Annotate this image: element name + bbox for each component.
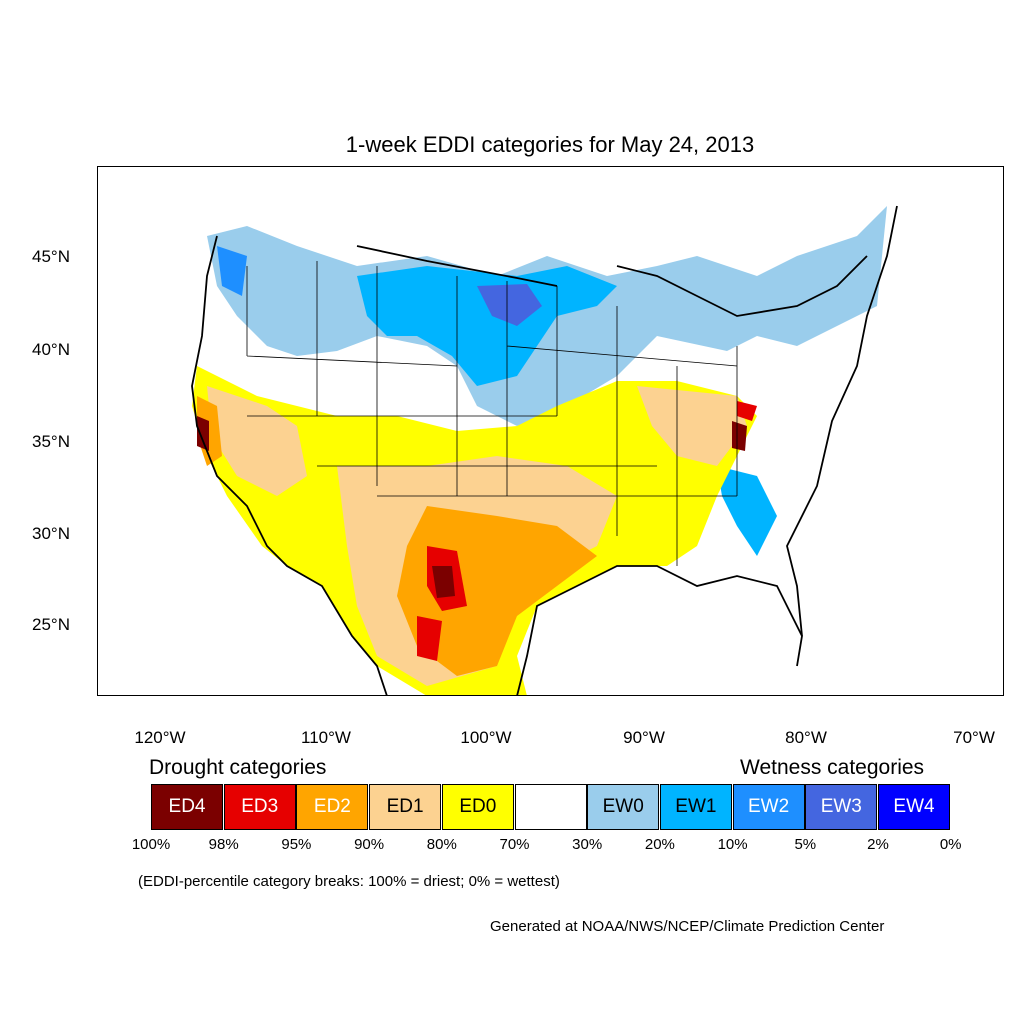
legend-swatch-ed0: ED0: [441, 784, 514, 830]
legend-break-label: 20%: [644, 836, 675, 853]
wetness-categories-heading: Wetness categories: [740, 756, 925, 779]
legend-break-label: 0%: [939, 836, 962, 853]
legend-break-label: 10%: [717, 836, 748, 853]
eddi-map: [97, 166, 1004, 696]
x-tick-110w: 110°W: [301, 728, 351, 747]
legend-swatch-ew1: EW1: [659, 784, 732, 830]
x-tick-100w: 100°W: [460, 728, 512, 747]
legend-swatch-normal: [514, 784, 587, 830]
y-tick-45: 45°N: [32, 247, 70, 266]
legend-break-label: 30%: [572, 836, 603, 853]
legend-break-label: 95%: [281, 836, 312, 853]
state-borders: [246, 261, 738, 566]
y-tick-25: 25°N: [32, 615, 70, 634]
legend-break-label: 5%: [794, 836, 817, 853]
drought-categories-heading: Drought categories: [149, 756, 327, 779]
credit-line: Generated at NOAA/NWS/NCEP/Climate Predi…: [490, 918, 885, 935]
map-title: 1-week EDDI categories for May 24, 2013: [345, 132, 755, 157]
legend-swatch-ew4: EW4: [878, 784, 950, 830]
legend-break-label: 70%: [499, 836, 530, 853]
drought-region: [192, 366, 757, 696]
legend-break-label: 90%: [354, 836, 385, 853]
coastlines: [191, 205, 898, 696]
legend-swatch-ew3: EW3: [805, 784, 878, 830]
legend-swatch-ew2: EW2: [732, 784, 805, 830]
wet-region-north: [207, 206, 887, 556]
legend-swatch-ed1: ED1: [369, 784, 442, 830]
legend-swatch-ew0: EW0: [587, 784, 660, 830]
y-tick-40: 40°N: [32, 340, 70, 359]
y-tick-35: 35°N: [32, 432, 70, 451]
x-tick-80w: 80°W: [785, 728, 827, 747]
legend-break-label: 80%: [426, 836, 457, 853]
legend-break-label: 100%: [131, 836, 171, 853]
legend-break-label: 2%: [867, 836, 889, 853]
legend-swatch-ed2: ED2: [296, 784, 369, 830]
x-tick-70w: 70°W: [953, 728, 995, 747]
legend-swatch-ed4: ED4: [151, 784, 223, 830]
y-tick-30: 30°N: [32, 524, 70, 543]
x-tick-90w: 90°W: [623, 728, 665, 747]
map-panel: [97, 166, 1004, 696]
x-tick-120w: 120°W: [134, 728, 186, 747]
category-breaks-note: (EDDI-percentile category breaks: 100% =…: [138, 873, 560, 890]
legend-swatch-ed3: ED3: [223, 784, 296, 830]
legend-break-label: 98%: [208, 836, 239, 853]
